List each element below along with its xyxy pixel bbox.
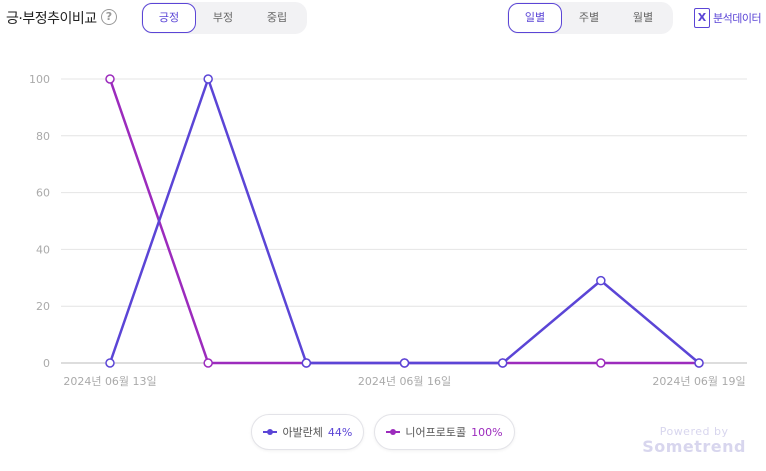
legend-share-series-2: 100% bbox=[471, 425, 503, 439]
data-point-s1-2 bbox=[301, 358, 312, 368]
series-line-2 bbox=[108, 78, 699, 365]
data-point-s2-0 bbox=[105, 74, 115, 84]
x-tick-label-1: 2024년 06월 16일 bbox=[358, 374, 451, 388]
legend-item-series-2[interactable]: 니어프로토콜 100% bbox=[374, 414, 515, 450]
powered-by-watermark: Powered by Sometrend bbox=[642, 425, 746, 456]
period-tab-group: 일별 주별 월별 bbox=[507, 2, 673, 34]
tab-positive[interactable]: 긍정 bbox=[142, 3, 196, 33]
page-title: 긍·부정추이비교 bbox=[6, 11, 97, 27]
tab-weekly[interactable]: 주별 bbox=[578, 11, 600, 24]
data-point-s1-0 bbox=[105, 358, 115, 368]
watermark-powered-by: Powered by bbox=[659, 425, 729, 438]
data-point-s2-1 bbox=[203, 358, 213, 368]
series-line-1 bbox=[108, 77, 700, 365]
legend-name-series-2: 니어프로토콜 bbox=[405, 426, 467, 439]
line-chart: 0 20 40 60 80 100 2024년 06월 13일 2024년 06월 16일 20… bbox=[29, 73, 747, 388]
help-icon[interactable]: ? bbox=[101, 9, 117, 25]
export-data-button[interactable]: X 분석데이터 bbox=[694, 7, 762, 29]
y-tick-label-60: 60 bbox=[36, 187, 50, 200]
legend-name-series-1: 아발란체 bbox=[282, 426, 323, 439]
tab-daily[interactable]: 일별 bbox=[508, 3, 562, 33]
chart-legend: 아발란체 44% 니어프로토콜 100% bbox=[0, 414, 766, 450]
data-point-s1-4 bbox=[497, 358, 508, 368]
data-point-s1-1 bbox=[203, 74, 213, 84]
y-tick-label-80: 80 bbox=[36, 130, 50, 143]
data-point-s1-5 bbox=[596, 275, 606, 286]
tab-neutral[interactable]: 중립 bbox=[266, 11, 288, 24]
legend-share-series-1: 44% bbox=[327, 425, 353, 439]
x-tick-label-0: 2024년 06월 13일 bbox=[63, 374, 156, 388]
tab-negative[interactable]: 부정 bbox=[212, 11, 234, 24]
x-tick-label-2: 2024년 06월 19일 bbox=[652, 374, 745, 388]
y-tick-label-40: 40 bbox=[36, 243, 50, 256]
data-point-s2-5 bbox=[596, 358, 606, 368]
sentiment-tab-group: 긍정 부정 중립 bbox=[141, 2, 307, 34]
legend-swatch-series-1 bbox=[263, 428, 278, 436]
export-data-label: 분석데이터 bbox=[713, 12, 762, 25]
data-point-s1-6 bbox=[694, 358, 704, 368]
excel-icon: X bbox=[694, 8, 710, 28]
legend-swatch-series-2 bbox=[386, 428, 401, 436]
y-tick-label-20: 20 bbox=[36, 300, 50, 313]
watermark-brand: Sometrend bbox=[642, 437, 746, 456]
y-tick-label-100: 100 bbox=[29, 73, 50, 86]
legend-item-series-1[interactable]: 아발란체 44% bbox=[251, 414, 365, 450]
data-point-s1-3 bbox=[399, 358, 410, 368]
y-tick-label-0: 0 bbox=[43, 357, 50, 370]
tab-monthly[interactable]: 월별 bbox=[632, 11, 654, 24]
